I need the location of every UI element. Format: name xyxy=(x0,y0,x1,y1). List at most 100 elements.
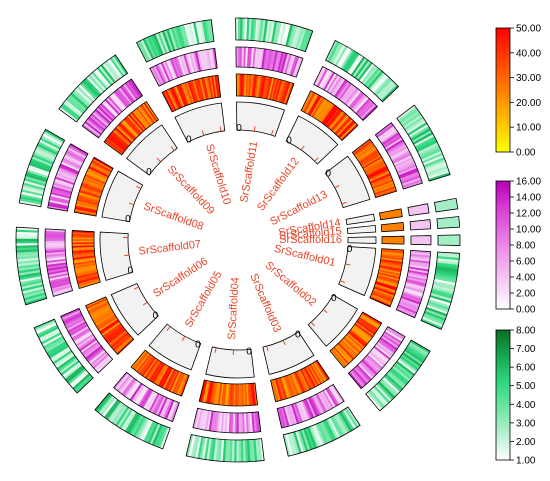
tick-mark xyxy=(124,254,130,257)
heatmap-cell xyxy=(334,116,351,135)
heatmap-track-1 xyxy=(85,296,134,355)
heatmap-cell xyxy=(106,137,125,153)
heatmap-cell xyxy=(291,372,302,394)
heatmap-cell xyxy=(112,129,131,146)
scale-tick-label: 12.00 xyxy=(516,209,541,220)
heatmap-cell xyxy=(398,106,418,123)
heatmap-cell xyxy=(196,408,203,429)
heatmap-cell xyxy=(207,76,214,99)
heatmap-cell xyxy=(327,110,343,129)
heatmap-cell xyxy=(422,314,444,326)
heatmap-cell xyxy=(393,364,413,381)
heatmap-cell xyxy=(39,139,60,152)
heatmap-cell xyxy=(378,81,396,100)
scale-tick-label: 1.00 xyxy=(516,456,536,467)
heatmap-cell xyxy=(246,74,251,97)
heatmap-outline xyxy=(185,433,265,463)
heatmap-cell xyxy=(309,364,322,385)
heatmap-cell xyxy=(387,142,406,155)
heatmap-cell xyxy=(371,292,393,303)
heatmap-cell xyxy=(36,324,58,337)
heatmap-cell xyxy=(381,224,404,229)
heatmap-outline xyxy=(436,216,461,229)
heatmap-cell xyxy=(77,276,100,284)
heatmap-cell xyxy=(250,18,255,41)
heatmap-cell xyxy=(173,372,184,394)
heatmap-cell xyxy=(365,355,382,371)
heatmap-track-2 xyxy=(396,250,431,319)
tick-mark xyxy=(345,263,351,266)
heatmap-cell xyxy=(72,253,95,259)
heatmap-cell xyxy=(78,83,96,102)
heatmap-cell xyxy=(323,72,336,91)
heatmap-cell xyxy=(53,180,74,189)
heatmap-cell xyxy=(106,327,125,343)
heatmap-cell xyxy=(77,277,100,286)
heatmap-outline xyxy=(407,203,430,217)
heatmap-cell xyxy=(44,128,65,143)
heatmap-cell xyxy=(417,142,439,155)
heatmap-cell xyxy=(66,366,85,383)
heatmap-cell xyxy=(419,146,441,159)
heatmap-cell xyxy=(186,23,194,46)
heatmap-cell xyxy=(186,81,195,104)
heatmap-cell xyxy=(237,18,241,41)
heatmap-cell xyxy=(74,332,93,345)
heatmap-cell xyxy=(18,271,41,278)
tick-mark xyxy=(142,301,148,306)
heatmap-cell xyxy=(65,150,85,162)
heatmap-cell xyxy=(21,188,44,197)
heatmap-cell xyxy=(366,391,384,410)
heatmap-cell xyxy=(58,106,79,122)
heatmap-cell xyxy=(88,116,106,131)
scaffold-band xyxy=(126,124,178,176)
heatmap-cell xyxy=(344,335,363,352)
heatmap-outline xyxy=(369,248,405,308)
heatmap-cell xyxy=(197,21,205,44)
heatmap-cell xyxy=(52,286,73,295)
heatmap-cell xyxy=(321,104,337,124)
heatmap-cell xyxy=(37,326,59,339)
heatmap-cell xyxy=(314,423,326,446)
heatmap-cell xyxy=(16,240,39,244)
heatmap-cell xyxy=(132,110,148,129)
heatmap-cell xyxy=(203,380,211,403)
heatmap-cell xyxy=(204,20,211,43)
heatmap-cell xyxy=(118,123,136,141)
heatmap-cell xyxy=(190,80,199,102)
heatmap-cell xyxy=(75,205,98,212)
heatmap-cell xyxy=(106,97,122,114)
heatmap-cell xyxy=(358,362,375,379)
heatmap-cell xyxy=(250,47,255,68)
color-scale-2: 0.00 2.00 4.00 6.00 8.00 10.00 12.00 14.00 16.00 xyxy=(495,177,541,316)
heatmap-cell xyxy=(202,380,209,403)
heatmap-cell xyxy=(98,65,115,85)
heatmap-cell xyxy=(45,242,66,245)
heatmap-cell xyxy=(369,171,391,183)
heatmap-cell xyxy=(140,356,155,376)
heatmap-cell xyxy=(170,27,180,50)
heatmap-cell xyxy=(396,105,416,121)
heatmap-cell xyxy=(113,405,128,426)
heatmap-cell xyxy=(162,399,173,419)
heatmap-cell xyxy=(390,367,410,384)
heatmap-cell xyxy=(150,362,164,383)
heatmap-cell xyxy=(401,294,422,304)
heatmap-cell xyxy=(71,90,91,108)
scaffold-label: SrScaffold15 xyxy=(279,225,343,242)
heatmap-cell xyxy=(51,189,71,198)
heatmap-cell xyxy=(105,400,121,420)
heatmap-cell xyxy=(290,404,300,424)
scale-tick-label: 10.00 xyxy=(516,225,541,236)
heatmap-cell xyxy=(156,63,168,83)
heatmap-cell xyxy=(353,140,373,156)
heatmap-cell xyxy=(372,289,394,300)
heatmap-cell xyxy=(204,410,210,431)
heatmap-cell xyxy=(83,177,105,188)
heatmap-cell xyxy=(356,146,377,161)
heatmap-cell xyxy=(23,292,46,301)
heatmap-cell xyxy=(93,69,110,89)
heatmap-cell xyxy=(379,337,398,351)
